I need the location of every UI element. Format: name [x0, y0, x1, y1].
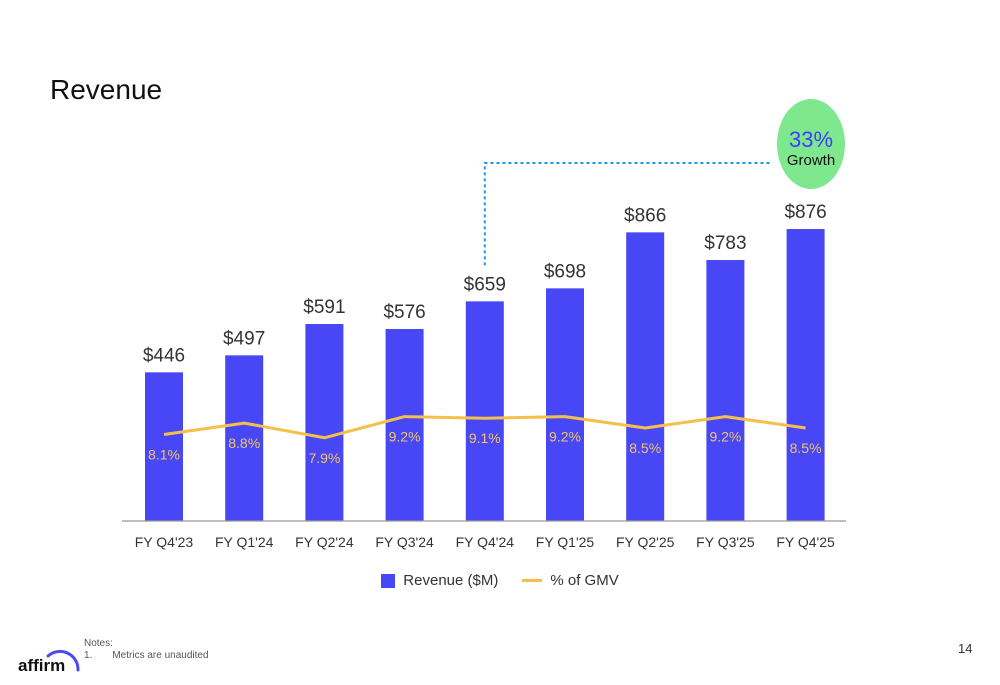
logo-wordmark: affirm [18, 656, 65, 675]
x-tick-label: FY Q3'24 [375, 534, 434, 550]
gmv-value-label: 7.9% [308, 450, 340, 466]
notes-heading: Notes: [84, 638, 113, 649]
revenue-chart: $446 $497 $591 $576 $659 $698 $866 $783 $876 8.1… [122, 99, 846, 550]
legend-label-revenue: Revenue ($M) [403, 572, 499, 589]
growth-label: Growth [787, 152, 835, 169]
x-tick-label: FY Q2'24 [295, 534, 354, 550]
bar-value-label: $446 [143, 345, 185, 366]
gmv-value-label: 8.5% [790, 440, 822, 456]
bar [626, 232, 665, 522]
legend-item-gmv: % of GMV [522, 572, 619, 589]
gmv-labels-group: 8.1% 8.8% 7.9% 9.2% 9.1% 9.2% 8.5% 9.2% 8.5% [148, 429, 822, 466]
bar-value-label: $497 [223, 328, 265, 349]
bar-value-label: $866 [624, 205, 666, 226]
gmv-value-label: 8.8% [228, 435, 260, 451]
bar [305, 324, 344, 521]
notes-item: 1. Metrics are unaudited [84, 650, 209, 662]
bar [145, 372, 183, 521]
bar-value-label: $698 [544, 261, 586, 282]
x-tick-label: FY Q4'25 [776, 534, 835, 550]
gmv-value-label: 9.2% [549, 429, 581, 445]
growth-percent: 33% [789, 127, 833, 152]
chart-legend: Revenue ($M) % of GMV [0, 572, 1000, 589]
footnotes: Notes: 1. Metrics are unaudited [84, 638, 209, 662]
bar [786, 229, 825, 521]
notes-item-number: 1. [84, 650, 93, 661]
x-tick-label: FY Q3'25 [696, 534, 755, 550]
notes-item-text: Metrics are unaudited [112, 650, 209, 661]
bar-value-label: $876 [784, 202, 826, 223]
gmv-line [163, 415, 806, 440]
bar-value-label: $576 [383, 302, 425, 323]
x-tick-label: FY Q1'25 [536, 534, 595, 550]
gmv-value-label: 8.5% [629, 440, 661, 456]
page-title: Revenue [50, 74, 163, 105]
bar-value-label: $591 [303, 297, 345, 318]
x-tick-labels-group: FY Q4'23 FY Q1'24 FY Q2'24 FY Q3'24 FY Q4'24… [135, 534, 835, 550]
page-number: 14 [958, 641, 973, 656]
x-tick-label: FY Q2'25 [616, 534, 675, 550]
bar-value-label: $659 [464, 274, 506, 295]
bar [465, 301, 504, 521]
x-tick-label: FY Q4'23 [135, 534, 194, 550]
legend-label-gmv: % of GMV [550, 572, 619, 589]
bar [546, 288, 584, 521]
affirm-logo: affirm [18, 649, 80, 675]
growth-annotation: 33% Growth [483, 99, 845, 266]
bar [385, 329, 424, 521]
x-tick-label: FY Q4'24 [456, 534, 515, 550]
bar [225, 355, 264, 521]
gmv-value-label: 9.2% [389, 429, 421, 445]
legend-swatch-revenue [381, 573, 396, 588]
bar-labels-group: $446 $497 $591 $576 $659 $698 $866 $783 $876 [143, 202, 827, 366]
x-tick-label: FY Q1'24 [215, 534, 274, 550]
bar [706, 260, 745, 521]
legend-item-revenue: Revenue ($M) [381, 572, 498, 589]
bars-group [145, 229, 825, 522]
bar-value-label: $783 [704, 233, 746, 254]
legend-swatch-gmv [522, 579, 543, 582]
gmv-value-label: 8.1% [148, 447, 180, 463]
gmv-value-label: 9.2% [709, 429, 741, 445]
gmv-value-label: 9.1% [469, 430, 501, 446]
growth-bubble [777, 99, 845, 189]
growth-connector [483, 162, 772, 266]
